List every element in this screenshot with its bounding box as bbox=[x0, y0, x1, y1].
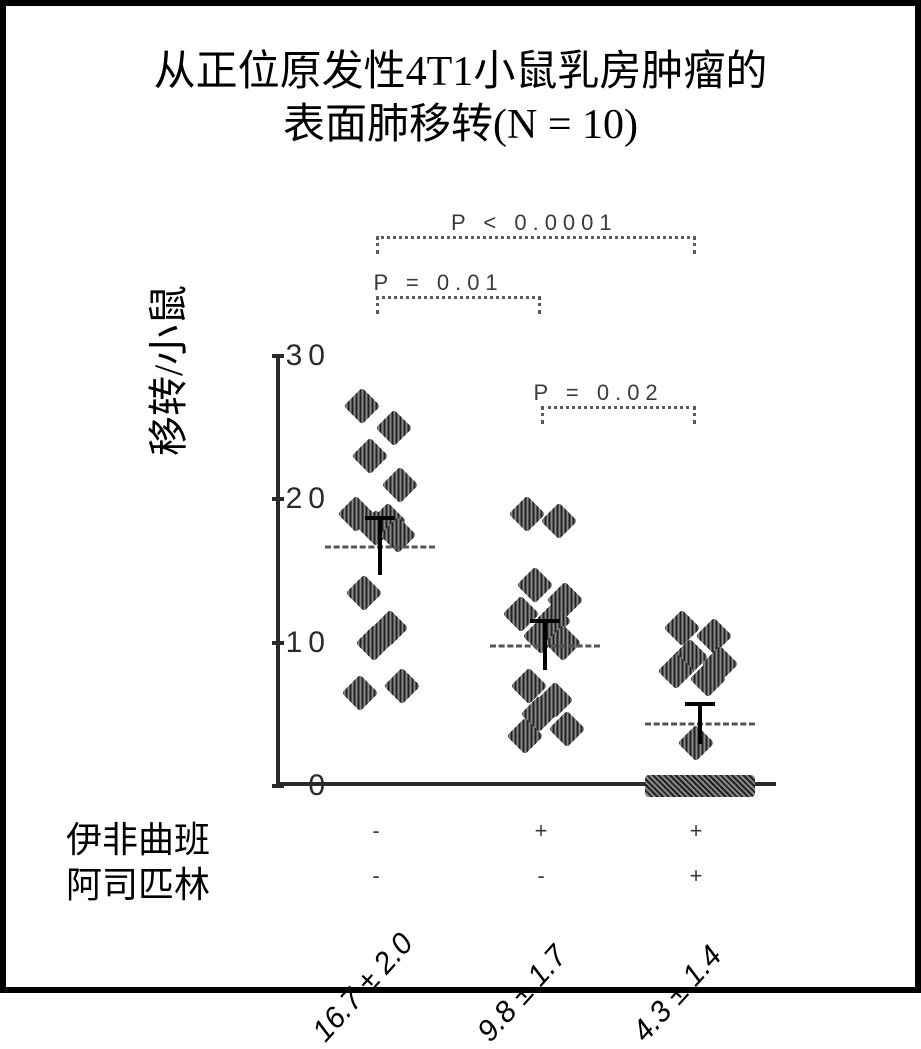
y-tick-label: 10 bbox=[286, 626, 331, 660]
treatment-indicator: + bbox=[521, 818, 561, 844]
y-axis-label: 移转/小鼠 bbox=[136, 285, 194, 456]
error-bar bbox=[378, 518, 382, 575]
y-tick-mark bbox=[272, 784, 284, 788]
significance-bracket bbox=[541, 406, 696, 424]
drug-row-2: 阿司匹林 bbox=[66, 856, 210, 908]
treatment-indicator: - bbox=[356, 863, 396, 889]
error-cap bbox=[530, 619, 560, 623]
treatment-indicator: - bbox=[521, 863, 561, 889]
y-tick-mark bbox=[272, 497, 284, 501]
chart-title: 从正位原发性4T1小鼠乳房肿瘤的 表面肺移转(N = 10) bbox=[6, 6, 915, 151]
group-value-label: 4.3 ± 1.4 bbox=[626, 939, 729, 1048]
data-point bbox=[344, 388, 381, 425]
group-value-label: 9.8 ± 1.7 bbox=[471, 939, 574, 1048]
data-point bbox=[376, 409, 413, 446]
significance-bracket bbox=[376, 296, 541, 314]
title-line-2: 表面肺移转(N = 10) bbox=[6, 99, 915, 152]
data-point bbox=[541, 502, 578, 539]
zero-cluster bbox=[645, 775, 755, 797]
treatment-indicator: + bbox=[676, 863, 716, 889]
chart-area: 移转/小鼠 伊非曲班 阿司匹林 0102030P < 0.0001P = 0.0… bbox=[146, 236, 846, 936]
y-tick-label: 20 bbox=[286, 482, 331, 516]
data-point bbox=[696, 617, 733, 654]
data-point bbox=[346, 574, 383, 611]
y-tick-label: 0 bbox=[308, 769, 331, 803]
error-bar bbox=[543, 621, 547, 670]
plot-area bbox=[276, 356, 776, 786]
data-point bbox=[384, 667, 421, 704]
significance-label: P = 0.01 bbox=[374, 270, 504, 296]
error-cap bbox=[365, 516, 395, 520]
data-point bbox=[342, 674, 379, 711]
title-line-1: 从正位原发性4T1小鼠乳房肿瘤的 bbox=[6, 46, 915, 99]
y-tick-mark bbox=[272, 641, 284, 645]
treatment-indicator: - bbox=[356, 818, 396, 844]
treatment-indicator: + bbox=[676, 818, 716, 844]
data-point bbox=[678, 725, 715, 762]
data-point bbox=[509, 495, 546, 532]
y-tick-label: 30 bbox=[286, 339, 331, 373]
data-point bbox=[352, 438, 389, 475]
significance-label: P < 0.0001 bbox=[451, 210, 618, 236]
data-point bbox=[664, 610, 701, 647]
group-value-label: 16.7 ± 2.0 bbox=[306, 927, 420, 1049]
significance-label: P = 0.02 bbox=[534, 380, 664, 406]
error-cap bbox=[685, 702, 715, 706]
y-tick-mark bbox=[272, 354, 284, 358]
significance-bracket bbox=[376, 236, 696, 254]
data-point bbox=[382, 467, 419, 504]
chart-frame: 从正位原发性4T1小鼠乳房肿瘤的 表面肺移转(N = 10) 移转/小鼠 伊非曲… bbox=[0, 0, 921, 993]
error-bar bbox=[698, 704, 702, 744]
